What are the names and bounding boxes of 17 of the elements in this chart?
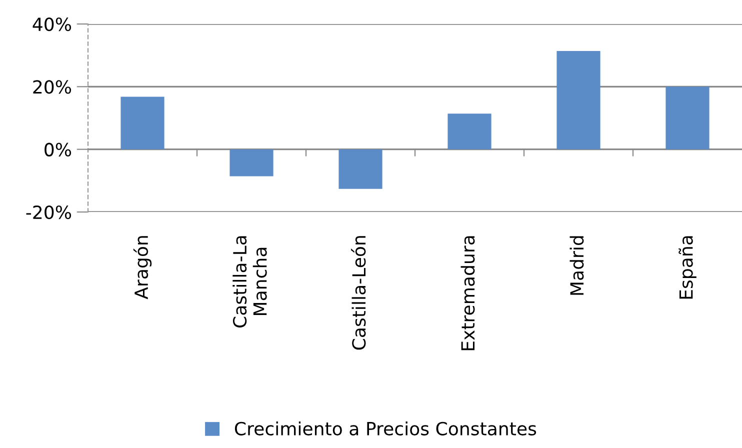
bar	[120, 96, 164, 150]
bar	[556, 50, 600, 150]
x-tick-label: Madrid	[570, 236, 584, 295]
bar	[230, 149, 274, 176]
x-tick-label: Castilla-La Mancha	[232, 236, 267, 328]
x-tick-label: España	[678, 236, 696, 299]
y-tick-label: 20%	[33, 80, 72, 94]
x-tick-label: Extremadura	[460, 236, 475, 350]
y-tick-label: 0%	[44, 142, 72, 156]
y-tick-label: 40%	[32, 17, 72, 32]
bar	[448, 114, 492, 150]
x-tick-label: Castilla-León	[351, 236, 366, 350]
legend-label: Crecimiento a Precios Constantes	[234, 422, 536, 436]
y-tick-label: -20%	[26, 205, 72, 220]
x-tick-label: Aragón	[133, 236, 152, 300]
bar	[666, 86, 710, 150]
bar	[338, 149, 382, 189]
